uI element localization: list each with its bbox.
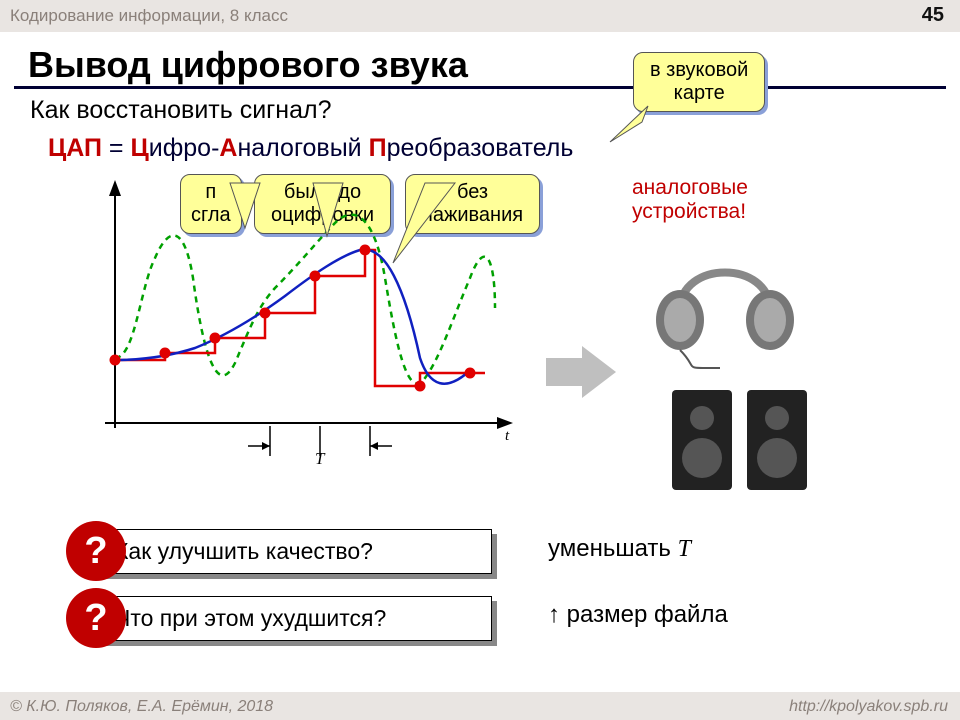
breadcrumb: Кодирование информации, 8 класс <box>10 6 288 26</box>
question-box-1: Как улучшить качество? <box>100 529 492 574</box>
answer-2: ↑ размер файла <box>548 601 728 629</box>
question-box-2: Что при этом ухудшится? <box>100 596 492 641</box>
page-number: 45 <box>922 4 944 27</box>
answer-1: уменьшать T <box>548 535 691 563</box>
subtitle: Как восстановить сигнал? <box>30 96 332 125</box>
callout-sound-card: в звуковой карте <box>633 52 765 112</box>
footer-copyright: © К.Ю. Поляков, Е.А. Ерёмин, 2018 <box>10 698 273 716</box>
dac-abbrev: ЦАП <box>48 134 102 162</box>
question-mark-badge: ? <box>66 588 126 648</box>
dac-definition: ЦАП = Цифро-Аналоговый Преобразователь <box>48 134 573 163</box>
footer-url: http://kpolyakov.spb.ru <box>789 698 948 716</box>
dac-chart: tT <box>75 168 535 488</box>
analog-devices-note: аналоговые устройства! <box>632 176 748 224</box>
title-rule <box>14 86 946 89</box>
svg-text:t: t <box>505 428 510 444</box>
arrow-right-icon <box>542 342 622 402</box>
question-mark-badge: ? <box>66 521 126 581</box>
page-title: Вывод цифрового звука <box>28 44 468 86</box>
speakers-icon <box>662 380 832 510</box>
slide-page: Кодирование информации, 8 класс 45 Вывод… <box>0 0 960 720</box>
svg-text:T: T <box>315 449 326 468</box>
headphones-icon <box>640 240 810 370</box>
callout-tail-icon <box>590 100 650 150</box>
